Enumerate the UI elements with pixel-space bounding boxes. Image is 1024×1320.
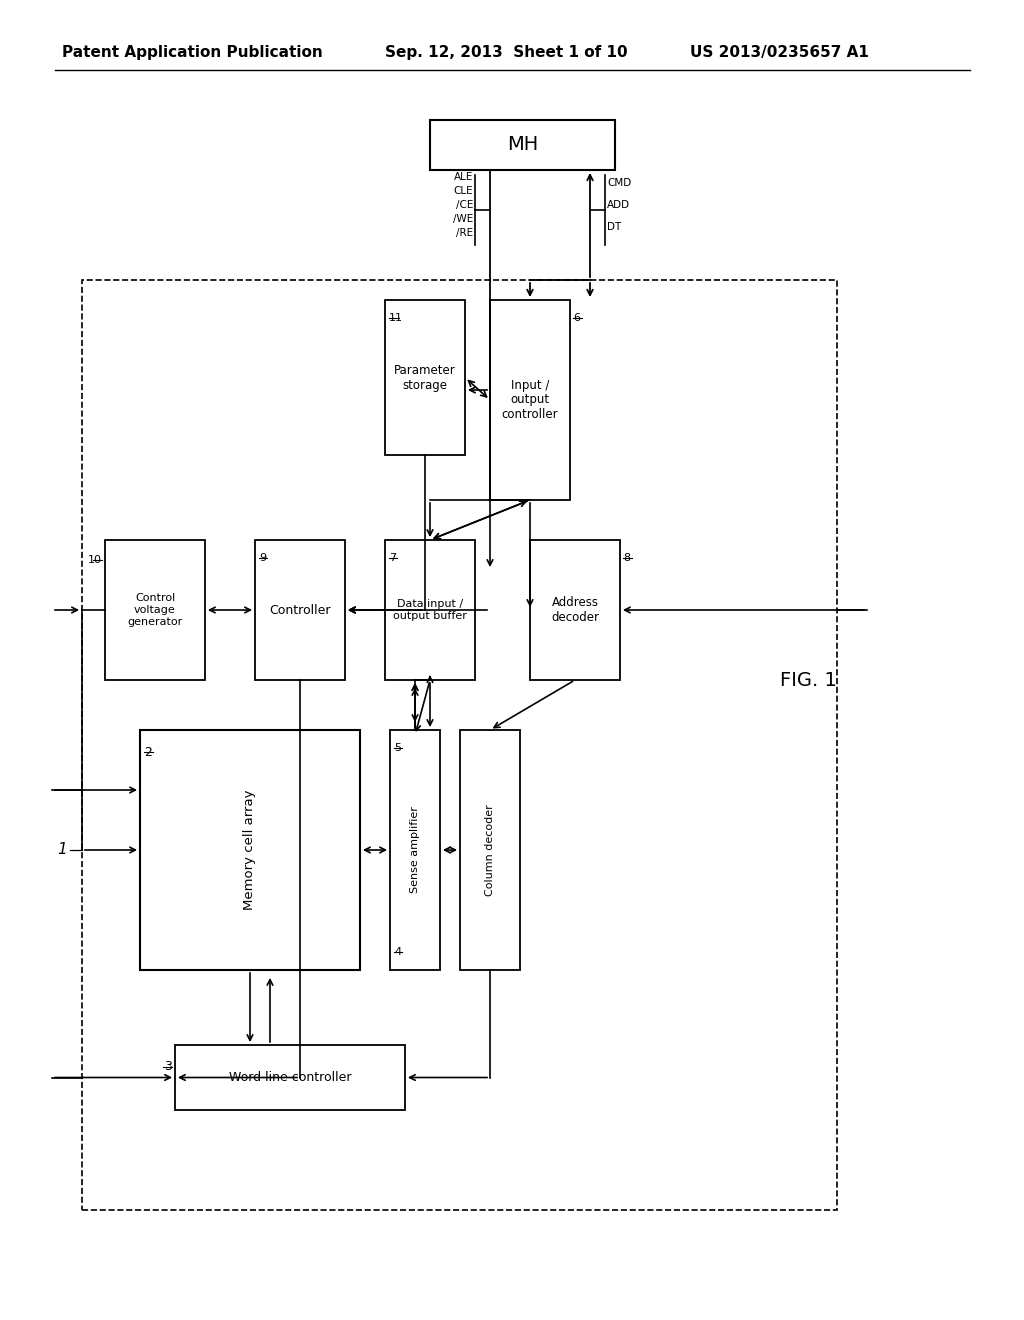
Text: 4: 4 [394, 946, 401, 957]
Bar [385, 300, 465, 455]
Text: /WE: /WE [453, 214, 473, 224]
Text: MH: MH [507, 136, 539, 154]
Bar [430, 120, 615, 170]
Text: ADD: ADD [607, 201, 630, 210]
Text: 9: 9 [259, 553, 266, 564]
Text: Memory cell array: Memory cell array [244, 789, 256, 911]
Text: Patent Application Publication: Patent Application Publication [62, 45, 323, 59]
Text: Column decoder: Column decoder [485, 804, 495, 896]
Bar [385, 540, 475, 680]
Bar [530, 540, 620, 680]
Text: /RE: /RE [456, 228, 473, 238]
Text: DT: DT [607, 222, 622, 232]
Text: CMD: CMD [607, 178, 631, 187]
Bar [140, 730, 360, 970]
Text: 10: 10 [88, 554, 102, 565]
Text: 7: 7 [389, 553, 396, 564]
Text: CLE: CLE [454, 186, 473, 195]
Text: 2: 2 [144, 746, 152, 759]
Text: 5: 5 [394, 743, 401, 752]
Text: 8: 8 [623, 553, 630, 564]
Bar [82, 280, 837, 1210]
Bar [490, 300, 570, 500]
Text: Word line controller: Word line controller [228, 1071, 351, 1084]
Text: FIG. 1: FIG. 1 [780, 671, 837, 689]
Text: Control
voltage
generator: Control voltage generator [127, 594, 182, 627]
Text: ALE: ALE [454, 172, 473, 182]
Bar [390, 730, 440, 970]
Bar [255, 540, 345, 680]
Text: 1: 1 [57, 842, 67, 858]
Text: /CE: /CE [456, 201, 473, 210]
Text: Input /
output
controller: Input / output controller [502, 379, 558, 421]
Text: Data input /
output buffer: Data input / output buffer [393, 599, 467, 620]
Text: 3: 3 [164, 1060, 172, 1073]
Text: Controller: Controller [269, 603, 331, 616]
Text: 11: 11 [389, 313, 403, 323]
Text: Parameter
storage: Parameter storage [394, 363, 456, 392]
Text: Sep. 12, 2013  Sheet 1 of 10: Sep. 12, 2013 Sheet 1 of 10 [385, 45, 628, 59]
Bar [105, 540, 205, 680]
Text: US 2013/0235657 A1: US 2013/0235657 A1 [690, 45, 869, 59]
Bar [175, 1045, 406, 1110]
Text: 6: 6 [573, 313, 580, 323]
Text: Address
decoder: Address decoder [551, 597, 599, 624]
Bar [460, 730, 520, 970]
Text: Sense amplifier: Sense amplifier [410, 807, 420, 894]
